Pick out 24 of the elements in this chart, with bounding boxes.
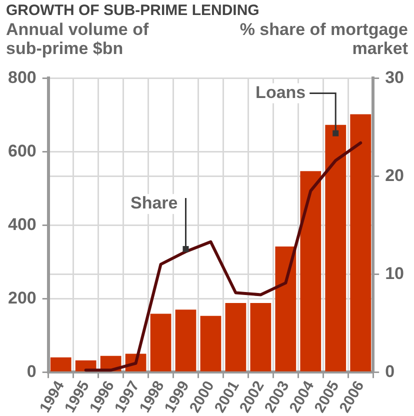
y-tick-label: 0 <box>26 362 36 381</box>
bar <box>225 303 246 372</box>
bar <box>300 171 322 372</box>
y-tick-label: 200 <box>8 288 36 308</box>
bar <box>150 314 172 372</box>
bar <box>325 124 346 372</box>
bar <box>200 316 222 372</box>
y2-tick-label: 20 <box>385 166 404 185</box>
y2-tick-label: 0 <box>385 362 395 381</box>
y-tick-label: 600 <box>8 141 36 160</box>
y-tick-label: 800 <box>8 68 36 87</box>
annotation: Share <box>130 194 178 213</box>
y2-axis-title: % share of mortgage market <box>238 20 408 60</box>
bar <box>275 246 296 372</box>
annotation: Loans <box>256 82 306 102</box>
bar <box>175 310 196 372</box>
chart-title: GROWTH OF SUB-PRIME LENDING <box>6 2 260 20</box>
y-tick-label: 400 <box>8 214 36 234</box>
y2-tick-label: 30 <box>385 68 404 87</box>
bar <box>250 303 272 372</box>
bar <box>350 114 372 372</box>
y2-tick-label: 10 <box>385 264 404 283</box>
y-axis-title: Annual volume of sub-prime $bn <box>6 20 150 60</box>
bar <box>50 357 72 372</box>
